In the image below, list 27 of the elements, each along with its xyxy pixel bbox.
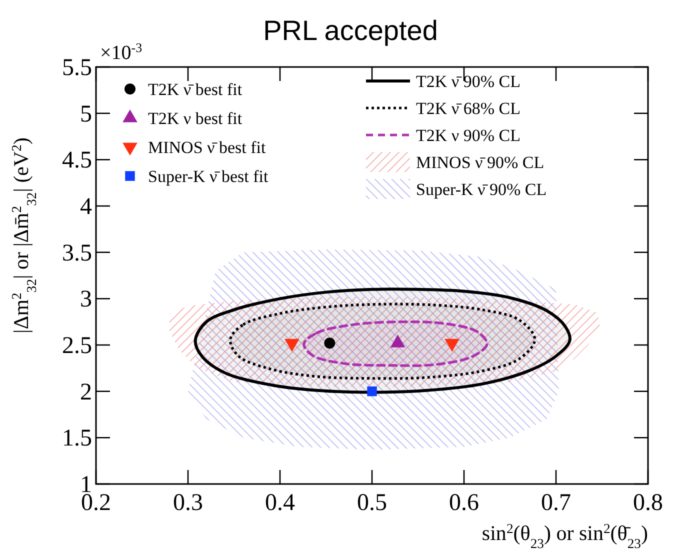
y-tick-label: 5	[80, 101, 92, 128]
legend-label: MINOS ν̄ 90% CL	[416, 153, 544, 172]
legend-label: T2K ν 90% CL	[416, 126, 520, 145]
legend-label: T2K ν̄ 68% CL	[416, 99, 520, 118]
legend-label: Super-K ν̄ 90% CL	[416, 180, 547, 199]
y-tick-label: 5.5	[62, 55, 92, 81]
legend-label: MINOS ν̄ best fit	[148, 138, 266, 157]
chart-title: PRL accepted	[263, 15, 438, 46]
x-tick-label: 0.6	[449, 490, 479, 516]
x-tick-label: 0.3	[173, 490, 203, 516]
y-tick-label: 2	[80, 379, 92, 406]
legend-label: T2K ν̄ 90% CL	[416, 72, 520, 91]
y-tick-label: 4	[80, 194, 92, 220]
text: sin$^{2}$(θ$_{23}$) or sin$^{2}$(θ̄$_{23}$)	[482, 520, 648, 550]
y-tick-label: 3.5	[62, 240, 92, 266]
legend-label: Super-K ν̄ best fit	[148, 167, 268, 186]
x-tick-label: 0.5	[357, 490, 387, 516]
legend-label: T2K ν best fit	[148, 109, 242, 128]
y-tick-label: 3	[80, 286, 92, 313]
x-tick-label: 0.7	[541, 490, 571, 516]
legend-label: T2K ν̄ best fit	[148, 80, 242, 99]
text: ×10$^{-3}$	[100, 40, 142, 64]
x-tick-label: 0.4	[265, 490, 295, 516]
y-tick-label: 4.5	[62, 148, 92, 174]
y-tick-label: 1.5	[62, 426, 92, 452]
y-tick-label: 2.5	[62, 333, 92, 359]
x-tick-label: 0.8	[633, 490, 663, 516]
